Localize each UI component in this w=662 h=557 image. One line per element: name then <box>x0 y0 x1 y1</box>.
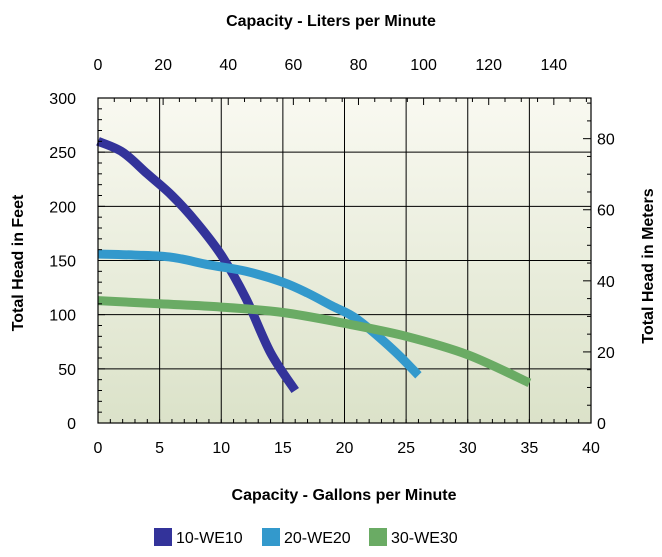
y-left-tick-label-4: 200 <box>49 199 76 216</box>
y-left-tick-label-1: 50 <box>58 362 76 379</box>
x-bottom-tick-label-1: 5 <box>155 440 164 457</box>
series-line-10-we10 <box>96 137 299 394</box>
x-top-tick-label-4: 80 <box>350 57 368 74</box>
legend-swatch-20-we20 <box>262 528 280 546</box>
x-top-tick-label-3: 60 <box>284 57 302 74</box>
y-left-tick-label-5: 250 <box>49 145 76 162</box>
legend-swatch-30-we30 <box>369 528 387 546</box>
x-top-tick-label-6: 120 <box>475 57 502 74</box>
right-axis-title: Total Head in Meters <box>640 188 657 343</box>
x-bottom-tick-label-0: 0 <box>94 440 103 457</box>
series-layer <box>96 137 532 394</box>
y-right-tick-label-1: 20 <box>597 345 615 362</box>
x-bottom-tick-label-5: 25 <box>397 440 415 457</box>
x-bottom-tick-label-6: 30 <box>459 440 477 457</box>
bottom-axis-title: Capacity - Gallons per Minute <box>232 487 457 504</box>
x-top-tick-label-2: 40 <box>219 57 237 74</box>
legend-label-10-we10: 10-WE10 <box>176 530 243 547</box>
y-left-tick-label-0: 0 <box>67 416 76 433</box>
y-right-tick-label-0: 0 <box>597 416 606 433</box>
x-top-tick-label-0: 0 <box>94 57 103 74</box>
y-right-tick-label-4: 80 <box>597 132 615 149</box>
x-bottom-tick-label-3: 15 <box>274 440 292 457</box>
y-left-tick-label-2: 100 <box>49 308 76 325</box>
series-line-30-we30 <box>97 296 532 387</box>
x-bottom-tick-label-7: 35 <box>520 440 538 457</box>
legend-label-20-we20: 20-WE20 <box>284 530 351 547</box>
x-bottom-tick-label-8: 40 <box>582 440 600 457</box>
x-top-tick-label-7: 140 <box>540 57 567 74</box>
y-left-tick-label-3: 150 <box>49 254 76 271</box>
y-left-tick-label-6: 300 <box>49 91 76 108</box>
legend-swatch-10-we10 <box>154 528 172 546</box>
x-top-tick-label-5: 100 <box>410 57 437 74</box>
top-axis-title: Capacity - Liters per Minute <box>226 13 436 30</box>
x-bottom-tick-label-4: 20 <box>336 440 354 457</box>
left-axis-title: Total Head in Feet <box>10 194 27 331</box>
y-right-tick-label-3: 60 <box>597 203 615 220</box>
x-bottom-tick-label-2: 10 <box>212 440 230 457</box>
y-right-tick-label-2: 40 <box>597 274 615 291</box>
legend-label-30-we30: 30-WE30 <box>391 530 458 547</box>
legend: 10-WE10 20-WE20 30-WE30 <box>154 528 458 547</box>
x-top-tick-label-1: 20 <box>154 57 172 74</box>
tick-marks <box>97 97 592 424</box>
